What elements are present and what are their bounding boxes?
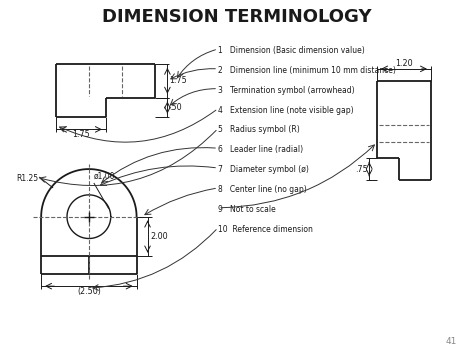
- Text: .50: .50: [169, 103, 182, 112]
- Text: 2   Dimension line (minimum 10 mm distance): 2 Dimension line (minimum 10 mm distance…: [218, 66, 396, 75]
- Text: 3   Termination symbol (arrowhead): 3 Termination symbol (arrowhead): [218, 86, 355, 95]
- Text: 1.20: 1.20: [395, 59, 413, 68]
- Text: DIMENSION TERMINOLOGY: DIMENSION TERMINOLOGY: [102, 8, 372, 26]
- Text: ø1.00: ø1.00: [94, 172, 115, 181]
- Text: 1   Dimension (Basic dimension value): 1 Dimension (Basic dimension value): [218, 46, 365, 55]
- Text: 4   Extension line (note visible gap): 4 Extension line (note visible gap): [218, 105, 354, 115]
- Text: R1.25: R1.25: [16, 175, 38, 184]
- Text: 1.75: 1.75: [169, 76, 187, 85]
- Text: .75: .75: [356, 165, 368, 174]
- Text: (2.50): (2.50): [77, 287, 101, 296]
- Text: 1.75: 1.75: [72, 130, 90, 140]
- Text: 10  Reference dimension: 10 Reference dimension: [218, 225, 313, 234]
- Text: 6   Leader line (radial): 6 Leader line (radial): [218, 145, 303, 154]
- Text: 41: 41: [446, 337, 457, 346]
- Text: 2.00: 2.00: [151, 232, 168, 241]
- Text: 8   Center line (no gap): 8 Center line (no gap): [218, 185, 307, 194]
- Text: 7   Diameter symbol (ø): 7 Diameter symbol (ø): [218, 165, 309, 174]
- Text: 9   Not to scale: 9 Not to scale: [218, 205, 276, 214]
- Text: 5   Radius symbol (R): 5 Radius symbol (R): [218, 125, 300, 135]
